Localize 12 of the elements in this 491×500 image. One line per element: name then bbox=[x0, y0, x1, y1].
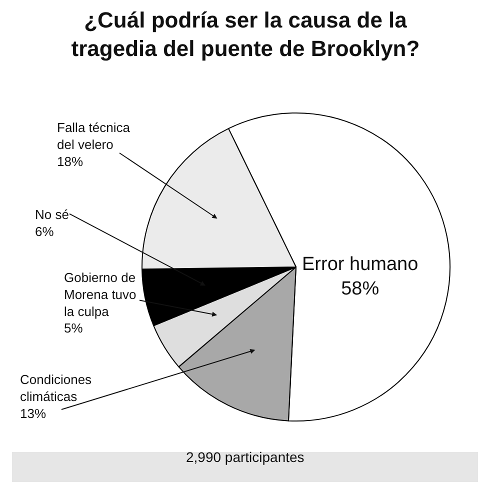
slice-label: Condiciones climáticas bbox=[20, 372, 92, 404]
data-label: 13% bbox=[20, 406, 46, 421]
slice-label: Falla técnica del velero bbox=[57, 120, 131, 152]
data-label: 6% bbox=[35, 224, 54, 239]
text: 2,990 participantes bbox=[186, 449, 304, 465]
chart-title: ¿Cuál podría ser la causa de la tragedia del puente de Brooklyn? bbox=[71, 8, 420, 62]
slice-label: Error humano bbox=[302, 254, 418, 275]
slice-label: Gobierno de Morena tuvo la culpa bbox=[64, 270, 136, 319]
data-label: 18% bbox=[57, 154, 84, 169]
data-label: 5% bbox=[64, 320, 84, 336]
data-label: 58% bbox=[341, 278, 380, 300]
slice-label: No sé bbox=[35, 207, 69, 222]
